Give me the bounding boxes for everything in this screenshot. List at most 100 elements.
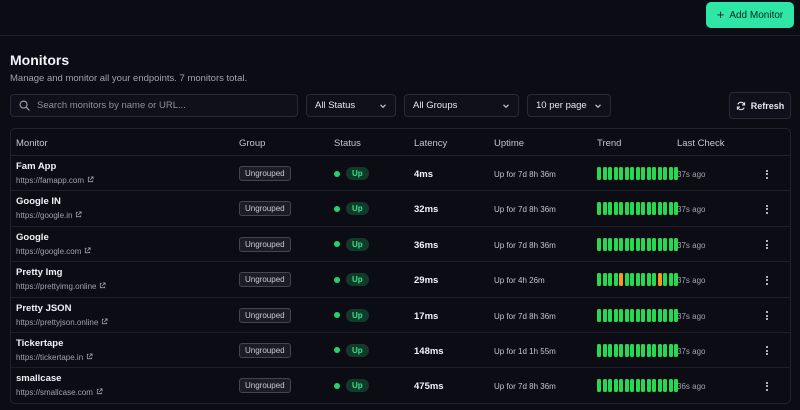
trend-bar: [613, 237, 618, 251]
monitor-name[interactable]: Fam App: [16, 161, 57, 172]
status-cell: Up: [334, 167, 369, 180]
monitor-name[interactable]: Google IN: [16, 196, 61, 208]
status-cell: Up: [334, 202, 369, 216]
chevron-down-icon: [380, 103, 386, 108]
group-filter-select[interactable]: All Groups: [404, 94, 519, 117]
external-link-icon: [75, 211, 83, 220]
top-bar: + Add Monitor: [0, 0, 800, 36]
trend-bar: [668, 308, 673, 322]
monitor-name[interactable]: Pretty Img: [16, 267, 63, 279]
monitor-url-link[interactable]: https://smallcase.com: [16, 388, 103, 397]
more-options-icon[interactable]: [761, 308, 773, 324]
more-options-icon[interactable]: [761, 201, 773, 217]
chevron-down-icon: [503, 103, 509, 108]
add-monitor-button[interactable]: + Add Monitor: [706, 2, 794, 28]
trend-bar: [608, 343, 612, 357]
more-options-icon[interactable]: [761, 378, 773, 394]
status-dot-icon: [334, 241, 340, 248]
trend-bar: [635, 237, 640, 251]
search-box[interactable]: [10, 94, 298, 117]
status-dot-icon: [334, 382, 340, 389]
trend-bar: [613, 202, 618, 216]
trend-bar: [602, 202, 607, 216]
trend-sparkbar: [597, 379, 678, 393]
monitor-name[interactable]: smallcase: [16, 373, 62, 385]
per-page-value: 10 per page: [536, 100, 587, 111]
trend-bar: [630, 167, 634, 180]
trend-bar: [646, 237, 651, 251]
table-row[interactable]: Tickertape https://tickertape.in Ungrouped…: [11, 333, 790, 369]
search-input[interactable]: [37, 100, 277, 111]
more-options-icon[interactable]: [761, 166, 773, 182]
group-filter-value: All Groups: [413, 100, 458, 111]
trend-bar: [657, 379, 662, 393]
column-trend: Trend: [597, 138, 622, 149]
trend-bar: [624, 343, 629, 357]
trend-bar: [641, 237, 645, 251]
group-badge: Ungrouped: [239, 378, 291, 394]
trend-bar: [652, 237, 656, 251]
trend-bar: [663, 237, 667, 251]
table-row[interactable]: Fam App https://famapp.com Ungrouped Up 4ms U…: [11, 156, 790, 192]
trend-bar: [674, 167, 678, 180]
table-row[interactable]: Pretty Img https://prettyimg.online Ungrou…: [11, 262, 790, 298]
more-options-icon[interactable]: [761, 272, 773, 288]
monitor-name[interactable]: Pretty JSON: [16, 302, 72, 314]
more-options-icon[interactable]: [761, 343, 773, 359]
latency-value: 17ms: [414, 310, 439, 322]
trend-bar: [624, 273, 629, 287]
table-row[interactable]: Google https://google.com Ungrouped Up 36ms U…: [11, 227, 790, 263]
trend-bar: [608, 237, 612, 251]
more-options-icon[interactable]: [761, 237, 773, 253]
trend-bar: [608, 308, 612, 322]
column-group: Group: [239, 138, 266, 149]
latency-value: 148ms: [414, 345, 444, 357]
trend-bar: [630, 308, 634, 322]
page-title: Monitors: [10, 52, 70, 68]
trend-bar: [646, 308, 651, 322]
monitor-url-link[interactable]: https://prettyimg.online: [16, 282, 107, 291]
monitor-url-link[interactable]: https://famapp.com: [16, 176, 94, 185]
uptime-value: Up for 7d 8h 36m: [494, 311, 556, 321]
refresh-button[interactable]: Refresh: [729, 92, 791, 119]
monitor-name[interactable]: Tickertape: [16, 337, 64, 349]
trend-bar: [668, 343, 673, 357]
monitor-url-link[interactable]: https://prettyjson.online: [16, 318, 108, 327]
trend-bar: [630, 202, 634, 216]
column-last-check: Last Check: [677, 138, 725, 149]
trend-bar: [619, 167, 623, 180]
status-filter-select[interactable]: All Status: [306, 94, 396, 117]
trend-bar: [674, 308, 678, 322]
uptime-value: Up for 7d 8h 36m: [494, 205, 556, 215]
latency-value: 475ms: [414, 381, 444, 393]
trend-bar: [674, 379, 678, 393]
chevron-down-icon: [595, 103, 601, 108]
last-check-value: 37s ago: [677, 205, 706, 215]
monitor-url-link[interactable]: https://tickertape.in: [16, 353, 93, 362]
trend-bar: [635, 167, 640, 180]
status-filter-value: All Status: [315, 100, 356, 111]
status-badge: Up: [346, 379, 369, 393]
column-status: Status: [334, 138, 361, 149]
status-badge: Up: [346, 237, 369, 251]
filter-bar: All Status All Groups 10 per page Refres…: [10, 92, 791, 119]
table-row[interactable]: smallcase https://smallcase.com Ungrouped U…: [11, 368, 790, 403]
trend-bar: [663, 308, 667, 322]
monitor-name[interactable]: Google: [16, 231, 49, 243]
monitor-url: https://smallcase.com: [16, 388, 93, 398]
status-cell: Up: [334, 343, 369, 357]
per-page-select[interactable]: 10 per page: [527, 94, 611, 117]
trend-bar: [668, 202, 673, 216]
trend-bar: [608, 379, 612, 393]
monitor-url-link[interactable]: https://google.in: [16, 211, 83, 220]
trend-bar: [641, 273, 645, 287]
trend-bar: [613, 379, 618, 393]
table-row[interactable]: Pretty JSON https://prettyjson.online Ungr…: [11, 298, 790, 333]
status-dot-icon: [334, 170, 340, 177]
trend-bar: [668, 167, 673, 180]
trend-bar: [613, 343, 618, 357]
table-row[interactable]: Google IN https://google.in Ungrouped Up 32m…: [11, 191, 790, 227]
monitor-url-link[interactable]: https://google.com: [16, 247, 91, 256]
trend-bar: [641, 308, 645, 322]
status-badge: Up: [346, 343, 369, 357]
